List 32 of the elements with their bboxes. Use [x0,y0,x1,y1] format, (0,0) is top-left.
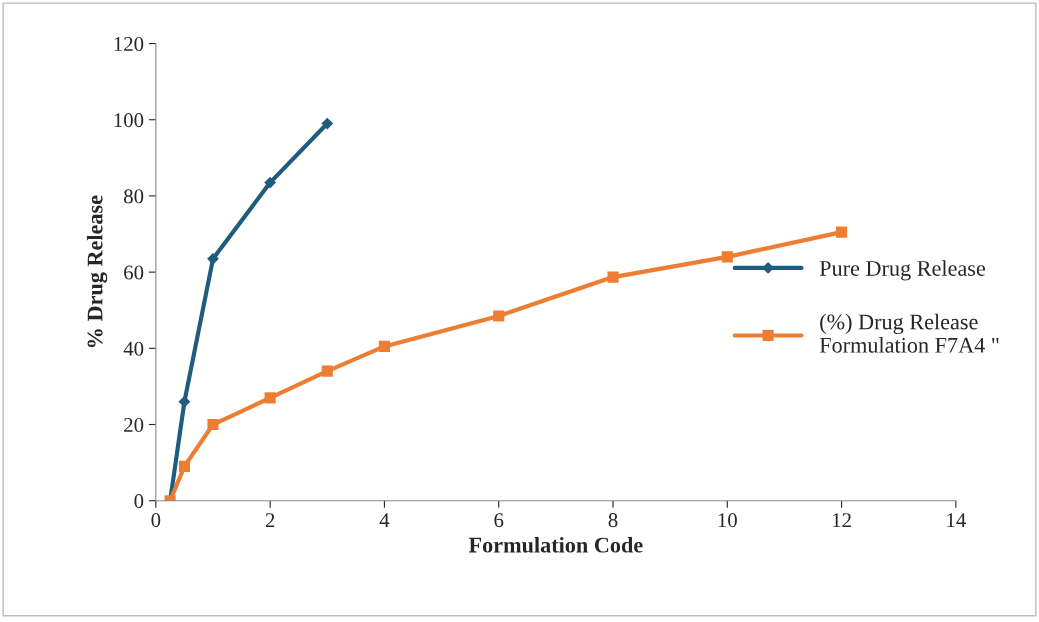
y-tick-label: 120 [114,36,144,51]
y-tick-label: 40 [123,341,144,356]
point [321,117,334,130]
x-tick-label: 4 [379,513,390,527]
legend-label: (%) Drug Release Formulation F7A4 " [819,313,999,353]
point [207,418,219,431]
point [264,176,277,189]
legend-label: Pure Drug Release [819,260,986,281]
y-tick-label: 0 [134,494,144,509]
point [178,395,191,408]
point [178,460,190,472]
y-tick-label: 100 [114,113,144,128]
x-tick-label: 10 [718,513,737,528]
y-tick-label: 80 [124,189,144,204]
y-axis-title: % Drug Release [86,195,108,347]
point [378,340,390,352]
x-tick-label: 12 [833,513,851,527]
x-tick-label: 0 [151,513,161,528]
y-tick-label: 60 [124,265,144,280]
x-tick-label: 8 [608,513,618,528]
point [264,392,276,404]
point [207,252,219,265]
point [721,251,733,263]
point [607,271,619,283]
point [321,365,333,377]
x-tick-label: 14 [947,513,966,527]
x-tick-label: 6 [494,513,504,528]
point [493,310,505,322]
x-tick-label: 2 [265,513,275,527]
point [836,226,848,238]
y-tick-label: 20 [124,417,144,432]
x-axis-title: Formulation Code [468,536,643,553]
